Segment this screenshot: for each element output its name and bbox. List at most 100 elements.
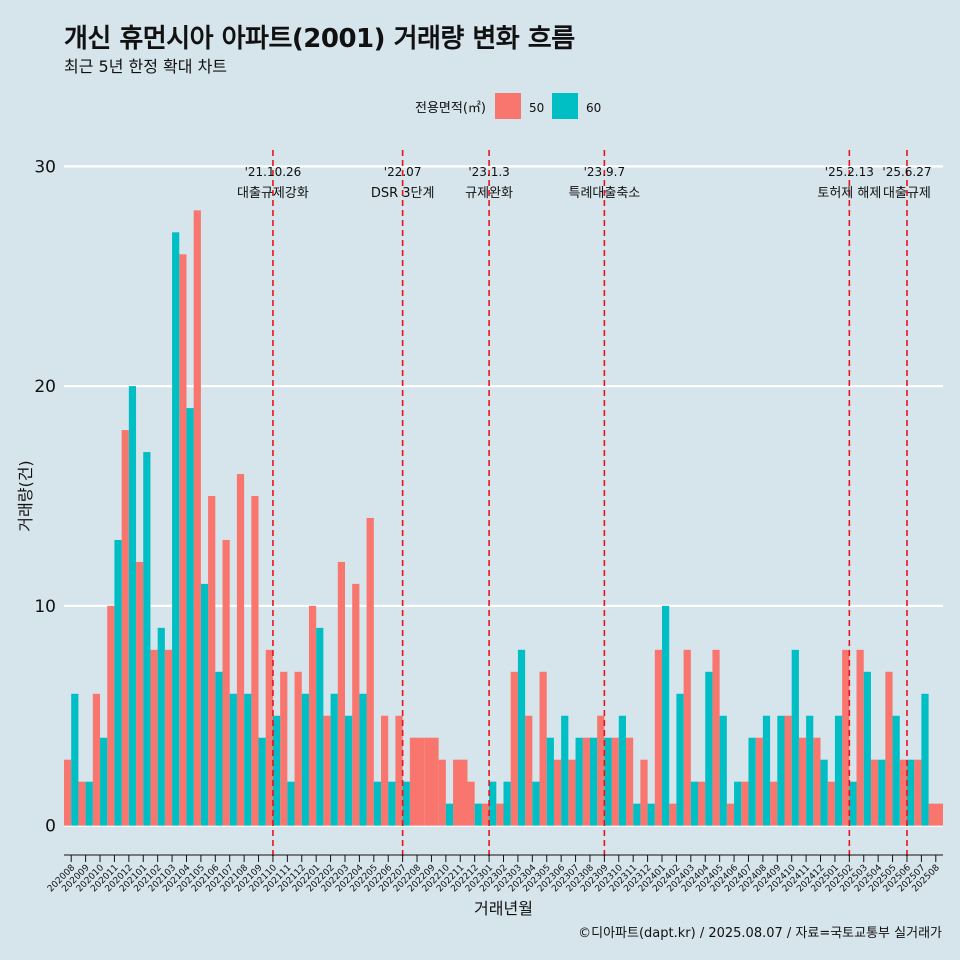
bar-50-202401 — [654, 649, 663, 826]
event-lines — [272, 150, 908, 856]
y-tick-label: 20 — [34, 377, 56, 397]
bar-60-202112 — [301, 693, 309, 826]
bar-60-202505 — [892, 715, 900, 826]
bar-50-202310 — [611, 737, 619, 826]
bar-60-202302 — [503, 781, 511, 826]
bar-60-202008 — [71, 693, 79, 826]
bar-50-202212 — [467, 781, 475, 826]
bar-50-202402 — [669, 803, 677, 826]
bar-50-202009 — [78, 781, 86, 826]
legend-label-60: 60 — [586, 101, 601, 115]
bar-50-202403 — [683, 649, 691, 826]
bar-60-202304 — [532, 781, 540, 826]
y-tick-label: 10 — [34, 597, 56, 617]
bar-50-202008 — [64, 759, 72, 826]
bar-50-202505 — [885, 671, 893, 826]
bar-50-202109 — [251, 496, 259, 826]
bar-50-202209 — [424, 737, 439, 826]
bar-50-202101 — [136, 561, 144, 826]
event-date: '23.1.3 — [468, 165, 509, 179]
bar-50-202306 — [553, 759, 562, 826]
bar-60-202307 — [575, 737, 583, 826]
bar-50-202110 — [265, 649, 273, 826]
event-label: 특례대출축소 — [568, 186, 640, 201]
bar-60-202410 — [791, 649, 799, 826]
x-axis: 2020082020092020102020112020122021012021… — [46, 854, 943, 918]
bar-60-202206 — [388, 781, 396, 826]
bar-50-202305 — [539, 671, 547, 826]
bar-50-202104 — [179, 254, 187, 826]
bar-60-202207 — [402, 781, 410, 826]
bar-50-202108 — [236, 474, 245, 826]
bar-50-202312 — [640, 759, 648, 826]
chart-subtitle: 최근 5년 한정 확대 차트 — [64, 57, 228, 76]
bar-50-202508 — [928, 803, 943, 826]
bar-50-202405 — [712, 649, 720, 826]
y-tick-label: 0 — [45, 817, 56, 837]
bar-50-202503 — [856, 649, 864, 826]
bar-50-202407 — [741, 781, 749, 826]
bar-50-202111 — [280, 671, 288, 826]
bar-50-202206 — [381, 715, 389, 826]
y-tick-label: 30 — [34, 157, 56, 177]
bar-60-202311 — [633, 803, 641, 826]
bar-60-202312 — [647, 803, 655, 826]
bar-60-202101 — [143, 452, 151, 826]
bar-60-202502 — [849, 781, 857, 826]
bar-60-202504 — [878, 759, 886, 826]
bar-50-202507 — [914, 759, 922, 826]
bar-50-202309 — [597, 715, 605, 826]
bar-60-202109 — [258, 737, 266, 826]
bar-50-202204 — [352, 583, 360, 826]
bar-60-202404 — [705, 671, 713, 826]
bar-60-202308 — [589, 737, 598, 826]
bar-60-202011 — [114, 539, 122, 826]
bar-50-202411 — [798, 737, 807, 826]
bar-60-202205 — [373, 781, 382, 826]
y-axis: 0 10 20 30 거래량(건) — [16, 157, 56, 836]
event-label: DSR 3단계 — [371, 186, 435, 201]
bar-60-202111 — [287, 781, 295, 826]
bar-60-202110 — [272, 715, 281, 826]
bar-50-202203 — [337, 561, 345, 826]
bar-50-202106 — [208, 496, 216, 826]
bar-60-202411 — [806, 715, 814, 826]
legend: 전용면적(㎡) 50 60 — [415, 93, 601, 119]
bar-60-202210 — [445, 803, 454, 826]
bar-50-202302 — [496, 803, 504, 826]
event-date: '22.07 — [384, 165, 422, 179]
bar-50-202504 — [870, 759, 879, 826]
legend-swatch-50 — [495, 93, 521, 119]
bar-60-202212 — [474, 803, 482, 826]
bar-50-202311 — [625, 737, 634, 826]
bar-60-202310 — [618, 715, 626, 826]
bar-60-202306 — [561, 715, 569, 826]
bar-60-202406 — [734, 781, 742, 826]
bar-50-202304 — [525, 715, 533, 826]
bar-60-202010 — [100, 737, 108, 826]
bar-50-202409 — [770, 781, 778, 826]
bar-60-202409 — [777, 715, 785, 826]
bar-50-202105 — [193, 210, 201, 826]
bar-50-202107 — [222, 539, 230, 826]
bar-60-202507 — [921, 693, 929, 826]
bar-50-202012 — [121, 430, 129, 826]
bars — [64, 210, 943, 826]
bar-60-202309 — [604, 737, 612, 826]
bar-60-202204 — [359, 693, 367, 826]
bar-50-202208 — [409, 737, 425, 826]
bar-60-202203 — [344, 715, 353, 826]
bar-60-202301 — [489, 781, 497, 826]
bar-50-202210 — [438, 759, 446, 826]
bar-60-202501 — [834, 715, 843, 826]
bar-50-202410 — [784, 715, 792, 826]
bar-50-202303 — [510, 671, 518, 826]
bar-60-202503 — [863, 671, 871, 826]
bar-50-202412 — [813, 737, 821, 826]
bar-60-202401 — [662, 605, 670, 826]
chart-title: 개신 휴먼시아 아파트(2001) 거래량 변화 흐름 — [64, 24, 575, 54]
bar-50-202502 — [842, 649, 850, 826]
bar-60-202105 — [200, 583, 209, 826]
